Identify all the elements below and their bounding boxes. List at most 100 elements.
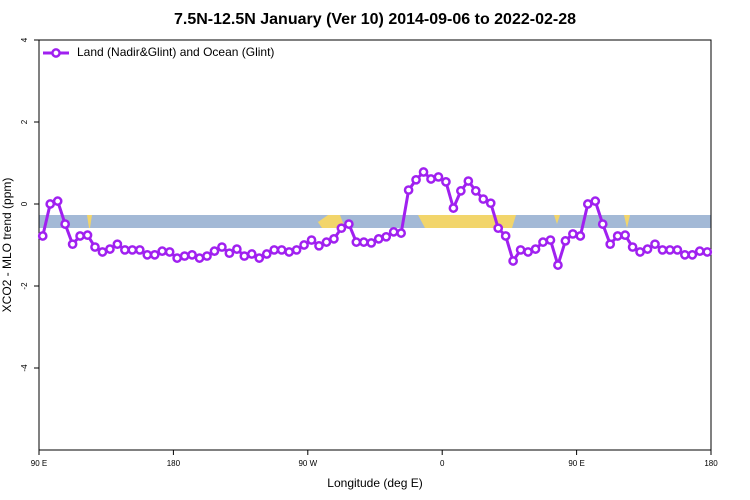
data-point — [657, 245, 668, 255]
data-point — [351, 237, 362, 247]
data-point — [523, 247, 533, 257]
data-point — [612, 231, 623, 241]
data-point — [680, 249, 690, 260]
data-point — [45, 199, 56, 209]
land — [313, 215, 345, 228]
data-point — [396, 228, 406, 238]
data-point — [90, 242, 100, 252]
data-point — [344, 219, 354, 229]
data-point — [620, 230, 630, 241]
data-point — [306, 235, 317, 245]
data-point — [538, 237, 548, 247]
data-point — [329, 234, 339, 244]
legend-marker — [51, 48, 61, 58]
data-point — [127, 245, 138, 255]
land — [554, 215, 560, 224]
data-point — [575, 231, 586, 241]
y-tick-label: -4 — [20, 364, 29, 372]
x-tick-label: 180 — [167, 459, 181, 468]
data-point — [67, 239, 78, 250]
land — [87, 215, 92, 228]
data-point — [448, 203, 459, 213]
data-point — [37, 231, 48, 241]
data-point — [82, 230, 93, 241]
data-point — [373, 234, 384, 244]
data-point — [441, 177, 451, 187]
y-tick-label: 0 — [20, 201, 29, 206]
data-point — [388, 227, 399, 237]
data-point — [627, 242, 638, 252]
data-point — [134, 245, 145, 255]
data-point — [164, 247, 175, 257]
data-point — [672, 245, 683, 255]
x-tick-label: 90 E — [31, 459, 47, 468]
plot-frame — [38, 39, 712, 451]
data-point — [478, 194, 489, 204]
y-tick-label: 4 — [20, 37, 29, 42]
data-point — [635, 247, 645, 257]
data-point — [560, 236, 571, 246]
data-point — [590, 196, 601, 206]
data-point — [209, 246, 220, 256]
data-point — [224, 248, 235, 259]
data-point — [463, 176, 474, 186]
data-point — [553, 260, 563, 270]
data-point — [650, 239, 660, 250]
data-point — [336, 223, 347, 234]
x-axis-label: Longitude (deg E) — [327, 476, 422, 490]
x-tick-label: 180 — [704, 459, 718, 468]
data-point — [187, 249, 197, 260]
data-point — [605, 239, 616, 250]
data-point — [232, 244, 242, 254]
data-point — [269, 245, 280, 255]
data-point — [545, 235, 556, 245]
land — [624, 215, 630, 228]
data-point — [112, 239, 123, 250]
y-axis-label: XCO2 - MLO trend (ppm) — [0, 178, 14, 313]
data-point — [52, 196, 63, 206]
data-point — [105, 244, 115, 254]
legend-label: Land (Nadir&Glint) and Ocean (Glint) — [77, 45, 274, 59]
data-point — [172, 253, 182, 263]
data-point — [276, 245, 287, 255]
data-point — [456, 186, 466, 196]
data-point — [120, 245, 130, 255]
y-tick-label: 2 — [20, 119, 29, 124]
y-tick-label: -2 — [20, 282, 29, 290]
data-point — [702, 247, 713, 257]
data-point — [284, 247, 294, 257]
data-point — [381, 231, 392, 242]
data-point — [642, 244, 653, 254]
ocean-band — [39, 215, 711, 228]
data-point — [179, 251, 190, 261]
data-point — [149, 249, 160, 260]
data-point — [508, 256, 518, 266]
data-point — [194, 253, 205, 263]
data-point — [299, 240, 309, 250]
data-point — [568, 229, 578, 239]
map-strip — [39, 215, 711, 228]
data-point — [261, 249, 272, 259]
data-point — [694, 246, 705, 256]
data-point — [582, 199, 593, 209]
x-tick-label: 90 E — [568, 459, 584, 468]
data-point — [433, 172, 444, 182]
data-point — [403, 185, 414, 195]
data-point — [500, 231, 511, 241]
data-point — [157, 246, 168, 256]
data-point — [411, 174, 421, 185]
data-point — [665, 245, 675, 255]
data-point — [142, 249, 153, 260]
data-point — [321, 237, 332, 247]
x-tick-label: 0 — [440, 459, 445, 468]
data-point — [75, 231, 85, 241]
data-point — [246, 249, 257, 259]
data-point — [493, 223, 504, 234]
data-point — [426, 174, 436, 184]
land — [418, 215, 516, 228]
data-point — [366, 238, 377, 248]
data-point — [687, 249, 698, 260]
data-point — [530, 244, 541, 254]
